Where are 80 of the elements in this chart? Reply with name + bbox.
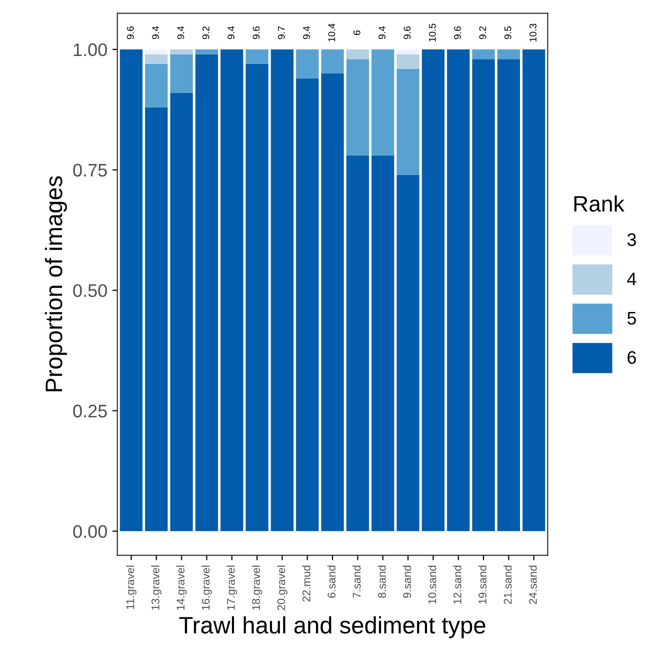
- y-axis-title: Proportion of images: [44, 176, 67, 392]
- x-tick-label: 11.gravel: [126, 566, 136, 610]
- bar: [170, 54, 193, 93]
- x-tick-label: 9.sand: [402, 566, 411, 598]
- bar: [170, 49, 193, 54]
- legend-label: 5: [627, 312, 636, 325]
- bar: [372, 155, 394, 532]
- bar: [396, 49, 420, 54]
- bar: [195, 49, 218, 54]
- legend-title: Rank: [574, 195, 624, 212]
- annotation: 9.6: [252, 26, 260, 40]
- y-tick-label: 1.00: [74, 43, 107, 56]
- x-tick-label: 24.sand: [528, 566, 537, 604]
- x-tick-label: 21.sand: [503, 566, 512, 604]
- bar: [396, 68, 420, 175]
- legend-label: 3: [627, 233, 636, 246]
- x-tick-label: 17.gravel: [226, 566, 238, 610]
- annotation: 6: [353, 30, 360, 35]
- annotation: 10.5: [428, 24, 436, 42]
- bar: [296, 49, 319, 78]
- bar: [220, 49, 244, 532]
- bar: [372, 49, 394, 156]
- bar: [346, 59, 370, 156]
- bar: [447, 49, 470, 532]
- bar: [346, 155, 370, 532]
- bar: [145, 107, 168, 532]
- x-tick-label: 10.sand: [428, 566, 436, 604]
- bar: [145, 54, 168, 64]
- bar: [321, 74, 344, 532]
- bar: [422, 49, 445, 532]
- annotation: 9.6: [454, 26, 461, 40]
- bar: [145, 49, 168, 54]
- bar: [120, 49, 143, 532]
- annotation: 9.7: [278, 26, 285, 40]
- annotation: 9.6: [126, 26, 134, 40]
- legend-label: 6: [628, 351, 636, 364]
- bar: [296, 78, 319, 532]
- bar: [522, 49, 546, 532]
- annotation: 9.4: [303, 26, 310, 40]
- x-axis-title: Trawl haul and sediment type: [179, 616, 486, 638]
- bar: [497, 59, 520, 532]
- annotation: 9.4: [177, 26, 184, 40]
- bar: [246, 49, 268, 64]
- y-tick-label: 0.75: [73, 164, 107, 177]
- annotation: 10.3: [530, 24, 536, 42]
- bar: [396, 174, 420, 532]
- x-tick-label: 14.gravel: [176, 566, 187, 610]
- annotation: 9.2: [202, 26, 210, 40]
- y-tick-label: 0.50: [73, 284, 107, 298]
- legend-label: 4: [627, 272, 636, 286]
- x-tick-label: 8.sand: [378, 566, 386, 598]
- bar: [396, 54, 420, 69]
- bar: [195, 54, 218, 532]
- bar: [270, 49, 294, 532]
- x-tick-label: 16.gravel: [202, 566, 212, 610]
- bar: [346, 49, 370, 60]
- annotation: 9.6: [404, 26, 411, 40]
- bar: [472, 59, 495, 532]
- annotation: 10.4: [328, 24, 336, 42]
- y-tick-label: 0.25: [73, 404, 107, 418]
- x-tick-label: 12.sand: [453, 566, 462, 604]
- x-tick-label: 22.mud: [302, 566, 310, 602]
- annotation: 9.4: [378, 26, 386, 40]
- bar: [170, 92, 193, 532]
- x-tick-label: 19.sand: [478, 566, 486, 604]
- bar: [497, 49, 520, 60]
- x-tick-label: 13.gravel: [151, 566, 162, 610]
- bar: [246, 64, 268, 532]
- x-tick-label: 20.gravel: [277, 566, 288, 610]
- annotation: 9.4: [228, 26, 234, 40]
- annotation: 9.4: [152, 26, 159, 40]
- x-tick-label: 18.gravel: [252, 566, 262, 610]
- bar: [145, 64, 168, 108]
- bar: [472, 49, 495, 60]
- x-tick-label: 6.sand: [327, 566, 336, 598]
- x-tick-label: 7.sand: [352, 566, 361, 598]
- y-tick-label: 0.00: [73, 525, 107, 538]
- bar: [321, 49, 344, 74]
- annotation: 9.2: [479, 26, 486, 40]
- annotation: 9.5: [504, 26, 512, 40]
